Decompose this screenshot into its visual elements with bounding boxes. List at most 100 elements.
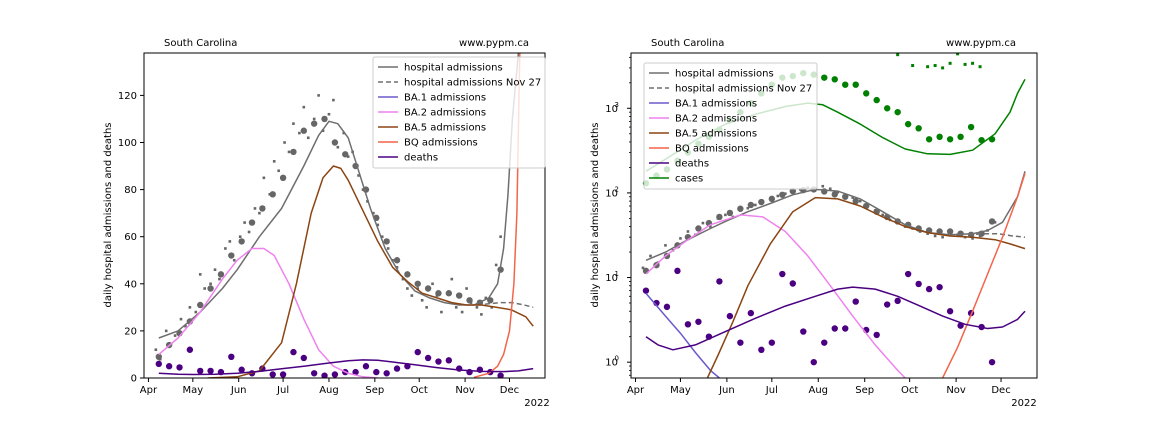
right-weekly-cases-point bbox=[821, 74, 828, 81]
left-weekly-hospital-admissions-point bbox=[455, 292, 463, 299]
left-line-ba-2-admissions bbox=[158, 247, 378, 378]
right-daily-admission-point bbox=[664, 244, 667, 247]
left-weekly-hospital-admissions-point bbox=[207, 285, 214, 292]
left-daily-admission-point bbox=[416, 287, 420, 290]
left-daily-admission-point bbox=[342, 131, 346, 135]
right-x-tick-label-jul: Jul bbox=[765, 385, 778, 396]
right-daily-admission-point bbox=[926, 232, 929, 235]
right-x-tick-label-jun: Jun bbox=[718, 385, 735, 396]
right-daily-admission-point bbox=[746, 206, 750, 210]
left-daily-admission-point bbox=[420, 298, 424, 302]
right-weekly-deaths-point bbox=[768, 339, 776, 346]
right-legend-label-ba-2-admissions: BA.2 admissions bbox=[675, 114, 757, 125]
left-daily-admission-point bbox=[232, 258, 236, 262]
right-weekly-deaths-point bbox=[821, 339, 828, 346]
right-daily-cases-top-point bbox=[963, 62, 967, 66]
left-daily-admission-point bbox=[494, 263, 498, 267]
left-daily-admission-point bbox=[465, 287, 468, 290]
left-daily-admission-point bbox=[406, 287, 409, 290]
left-daily-admission-point bbox=[321, 129, 325, 133]
left-weekly-hospital-admissions-point bbox=[228, 252, 235, 259]
left-legend-label-deaths: deaths bbox=[404, 153, 438, 164]
left-weekly-deaths-point bbox=[186, 346, 194, 353]
left-daily-admission-point bbox=[298, 131, 301, 135]
right-legend-box bbox=[643, 62, 818, 190]
left-daily-admission-point bbox=[179, 317, 183, 321]
right-weekly-deaths-point bbox=[852, 298, 859, 305]
right-daily-cases-top-point bbox=[926, 65, 930, 69]
left-weekly-deaths-point bbox=[424, 354, 432, 362]
right-daily-cases-top-point bbox=[978, 65, 982, 69]
left-legend-label-hospital-admissions: hospital admissions bbox=[404, 63, 503, 74]
right-daily-admission-point bbox=[881, 213, 884, 217]
left-daily-admission-point bbox=[209, 282, 212, 286]
right-weekly-cases-point bbox=[842, 81, 849, 88]
right-weekly-hospital-admissions-point bbox=[726, 209, 734, 217]
left-weekly-hospital-admissions-point bbox=[238, 238, 245, 245]
left-daily-admission-point bbox=[184, 324, 187, 328]
right-weekly-cases-point bbox=[873, 96, 880, 104]
right-legend-label-bq-admissions: BQ admissions bbox=[675, 144, 749, 155]
left-daily-admission-point bbox=[317, 94, 320, 97]
left-legend-label-ba-5-admissions: BA.5 admissions bbox=[404, 123, 486, 134]
right-weekly-cases-point bbox=[925, 136, 933, 143]
left-daily-admission-point bbox=[224, 247, 227, 250]
left-x-tick-label-apr: Apr bbox=[140, 385, 158, 396]
left-weekly-deaths-point bbox=[497, 372, 504, 378]
left-daily-admission-point bbox=[194, 310, 198, 314]
left-daily-admission-point bbox=[198, 273, 202, 276]
left-x-tick-label-jun: Jun bbox=[230, 385, 247, 396]
left-legend-label-bq-admissions: BQ admissions bbox=[404, 138, 478, 149]
right-weekly-deaths-point bbox=[810, 358, 817, 366]
right-line-deaths bbox=[645, 286, 1026, 351]
left-daily-admission-point bbox=[258, 211, 261, 215]
left-y-tick-label-20: 20 bbox=[124, 326, 137, 337]
left-weekly-hospital-admissions-point bbox=[290, 148, 297, 156]
right-weekly-deaths-point bbox=[674, 267, 681, 275]
right-weekly-hospital-admissions-point bbox=[758, 198, 765, 206]
right-daily-admission-point bbox=[851, 196, 855, 199]
left-chart-source: www.pypm.ca bbox=[459, 38, 529, 49]
left-x-tick-label-jul: Jul bbox=[276, 385, 289, 396]
right-daily-admission-point bbox=[649, 254, 652, 258]
left-daily-admission-point bbox=[213, 268, 217, 271]
right-weekly-hospital-admissions-point bbox=[737, 205, 744, 212]
right-weekly-deaths-point bbox=[957, 322, 964, 329]
left-weekly-deaths-point bbox=[269, 371, 276, 378]
right-weekly-cases-point bbox=[946, 136, 954, 143]
right-weekly-deaths-point bbox=[716, 278, 723, 285]
right-weekly-hospital-admissions-point bbox=[852, 197, 859, 205]
left-y-tick-label-120: 120 bbox=[118, 91, 137, 102]
right-daily-admission-point bbox=[858, 199, 862, 203]
left-weekly-hospital-admissions-point bbox=[383, 238, 390, 245]
left-daily-admission-point bbox=[431, 282, 434, 286]
right-weekly-deaths-point bbox=[642, 287, 650, 294]
left-line-deaths bbox=[158, 359, 534, 376]
left-daily-admission-point bbox=[380, 235, 384, 238]
right-plot-frame bbox=[630, 52, 1038, 379]
left-daily-admission-point bbox=[243, 221, 246, 224]
left-daily-admission-point bbox=[484, 296, 488, 300]
right-weekly-deaths-point bbox=[894, 297, 901, 305]
right-weekly-deaths-point bbox=[779, 270, 786, 278]
right-daily-cases-top-point bbox=[896, 53, 900, 57]
left-weekly-hospital-admissions-point bbox=[466, 297, 473, 304]
left-y-tick-label-100: 100 bbox=[118, 138, 137, 149]
right-weekly-deaths-point bbox=[747, 309, 755, 317]
right-weekly-cases-point bbox=[894, 108, 901, 116]
left-daily-admission-point bbox=[292, 122, 295, 125]
left-legend-box bbox=[372, 56, 546, 169]
left-daily-admission-point bbox=[401, 277, 405, 281]
left-daily-admission-point bbox=[253, 207, 257, 210]
left-weekly-deaths-point bbox=[197, 367, 204, 375]
left-weekly-hospital-admissions-point bbox=[300, 127, 308, 134]
right-x-year-label: 2022 bbox=[1011, 398, 1036, 409]
right-daily-admission-point bbox=[971, 237, 974, 240]
right-daily-admission-point bbox=[828, 187, 832, 191]
right-weekly-deaths-point bbox=[831, 325, 838, 332]
left-weekly-deaths-point bbox=[238, 366, 245, 373]
left-weekly-hospital-admissions-point bbox=[197, 301, 204, 309]
right-weekly-hospital-admissions-point bbox=[716, 213, 723, 221]
right-legend-label-ba-1-admissions: BA.1 admissions bbox=[675, 99, 757, 110]
